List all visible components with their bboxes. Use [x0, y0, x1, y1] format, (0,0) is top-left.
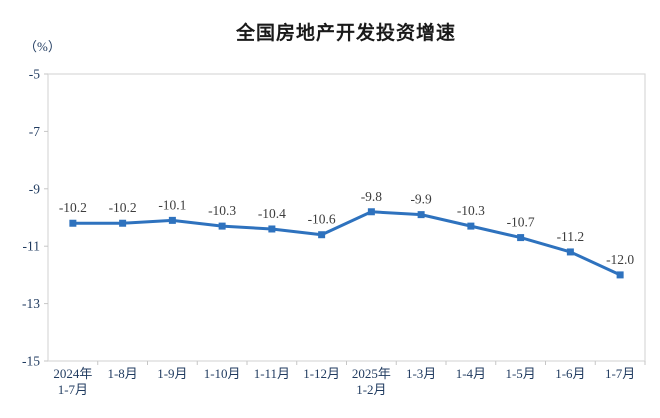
x-tick-label: 1-5月 — [505, 366, 535, 381]
x-tick-label: 1-4月 — [456, 366, 486, 381]
data-point-marker — [318, 231, 326, 239]
x-tick-label: 1-11月 — [254, 366, 290, 381]
data-point-marker — [69, 219, 77, 227]
data-point-label: -10.3 — [457, 203, 485, 218]
data-point-label: -10.2 — [109, 200, 137, 215]
x-tick-label: 1-2月 — [356, 382, 386, 397]
y-tick-label: -5 — [29, 67, 40, 82]
data-point-label: -11.2 — [557, 229, 585, 244]
data-point-label: -10.6 — [308, 212, 336, 227]
data-point-label: -10.1 — [158, 197, 186, 212]
x-tick-label: 1-7月 — [58, 382, 88, 397]
y-tick-label: -9 — [29, 181, 40, 196]
x-tick-label: 1-3月 — [406, 366, 436, 381]
plot-border — [47, 73, 646, 362]
data-point-marker — [168, 216, 176, 224]
data-point-marker — [268, 225, 276, 233]
data-point-marker — [367, 208, 375, 216]
x-tick-label: 1-10月 — [204, 366, 241, 381]
data-point-marker — [517, 234, 525, 242]
x-tick-label: 1-12月 — [303, 366, 340, 381]
x-tick-label: 1-6月 — [555, 366, 585, 381]
data-point-label: -10.3 — [208, 203, 236, 218]
data-point-marker — [417, 211, 425, 219]
data-point-label: -10.2 — [59, 200, 87, 215]
x-tick-label: 1-8月 — [107, 366, 137, 381]
data-point-marker — [467, 222, 475, 230]
data-point-label: -10.7 — [507, 215, 535, 230]
data-point-marker — [218, 222, 226, 230]
y-tick-label: -7 — [29, 124, 40, 139]
data-point-label: -12.0 — [606, 252, 634, 267]
data-point-marker — [616, 271, 624, 279]
x-tick-label: 1-9月 — [157, 366, 187, 381]
data-point-marker — [566, 248, 574, 256]
data-point-label: -9.9 — [410, 192, 432, 207]
y-tick-label: -15 — [22, 354, 40, 369]
x-tick-label: 2025年 — [352, 366, 391, 381]
chart-title: 全国房地产开发投资增速 — [235, 23, 456, 44]
y-tick-label: -13 — [22, 296, 40, 311]
x-tick-label: 2024年 — [53, 366, 92, 381]
data-point-marker — [119, 219, 127, 227]
series-line — [71, 210, 622, 277]
x-tick-label: 1-7月 — [605, 366, 635, 381]
data-point-label: -10.4 — [258, 206, 286, 221]
data-point-label: -9.8 — [361, 189, 383, 204]
y-axis-unit-label: （%） — [24, 39, 61, 54]
y-tick-label: -11 — [23, 239, 41, 254]
